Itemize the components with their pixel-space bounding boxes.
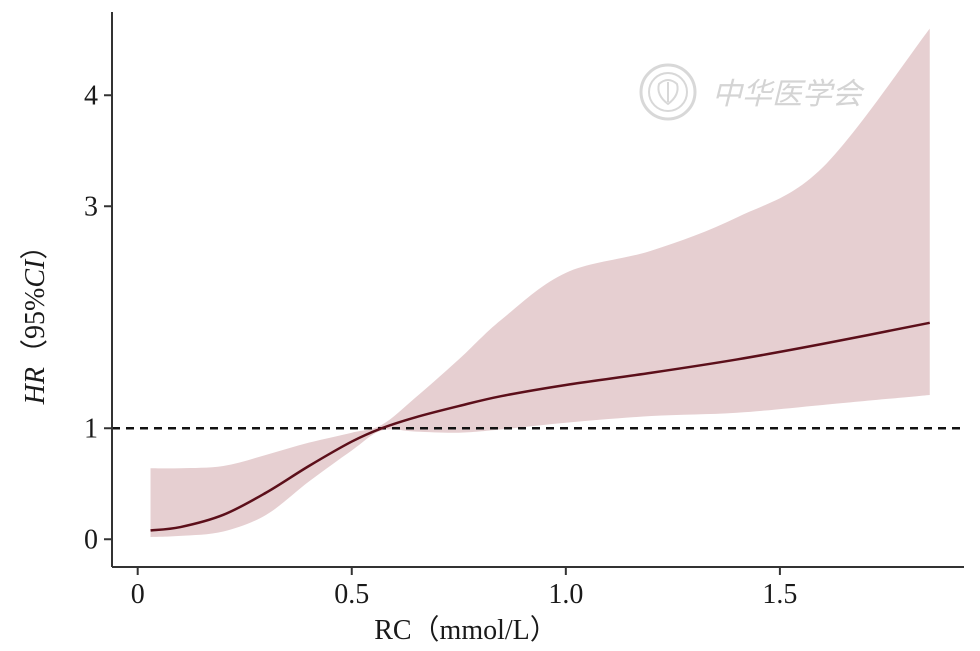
watermark: 中华医学会 bbox=[639, 63, 865, 121]
ci-band bbox=[150, 28, 930, 538]
y-tick-label: 4 bbox=[84, 80, 98, 111]
y-axis-title-pct: 95% bbox=[20, 288, 51, 339]
series-line-0 bbox=[150, 321, 930, 532]
y-tick-label: 1 bbox=[84, 413, 98, 444]
y-axis-title: HR（95%CI） bbox=[19, 232, 51, 406]
y-axis-title-hr: HR bbox=[20, 367, 51, 405]
x-axis-title: RC（mmol/L） bbox=[374, 614, 558, 646]
y-tick-label: 3 bbox=[84, 191, 98, 222]
x-tick-label: 0.5 bbox=[334, 579, 369, 610]
ticks: 0 0.5 1.0 1.5 0 1 3 4 bbox=[84, 80, 797, 610]
y-axis-title-open: （ bbox=[19, 339, 51, 367]
x-tick-label: 0 bbox=[131, 579, 145, 610]
y-tick-label: 0 bbox=[84, 524, 98, 555]
y-axis-title-ci: CI bbox=[20, 258, 51, 288]
axes bbox=[111, 12, 964, 568]
y-axis-title-close: ） bbox=[19, 232, 51, 260]
society-seal-icon bbox=[639, 63, 697, 121]
x-tick-label: 1.0 bbox=[548, 579, 583, 610]
watermark-text: 中华医学会 bbox=[712, 77, 865, 112]
plot-area bbox=[112, 28, 964, 538]
x-tick-label: 1.5 bbox=[762, 579, 797, 610]
